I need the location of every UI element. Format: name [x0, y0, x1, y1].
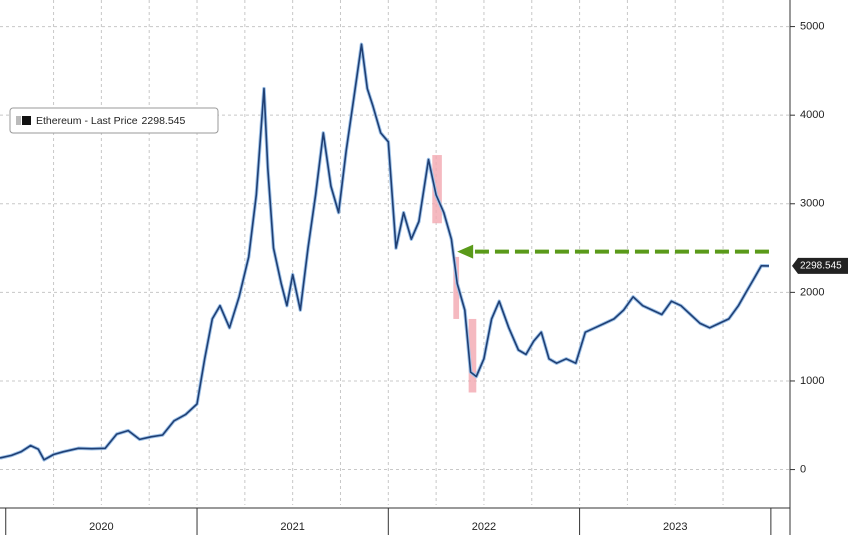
y-tick-label: 3000 [800, 198, 824, 210]
x-tick-label: 2022 [472, 521, 496, 533]
last-price-tag [792, 257, 848, 274]
highlight [432, 155, 442, 224]
x-tick-label: 2020 [89, 521, 113, 533]
y-tick-label: 5000 [800, 20, 824, 32]
legend-value: 2298.545 [142, 115, 186, 127]
y-tick-label: 2000 [800, 286, 824, 298]
x-tick-label: 2023 [663, 521, 687, 533]
legend-box [9, 107, 219, 134]
legend-name: Ethereum - Last Price [36, 115, 138, 127]
legend: Ethereum - Last Price 2298.545 [9, 107, 219, 134]
y-tick-label: 4000 [800, 109, 824, 121]
legend-swatch [16, 116, 21, 125]
legend-label: Ethereum - Last Price 2298.545 [36, 115, 186, 127]
legend-swatch [22, 116, 31, 125]
last-price-label: 2298.545 [800, 261, 842, 272]
highlight [453, 256, 460, 319]
y-tick-label: 0 [800, 463, 806, 475]
line [0, 43, 770, 461]
highlight [468, 318, 477, 393]
line-glow [0, 42, 770, 462]
y-tick-label: 1000 [800, 375, 824, 387]
arrow-head [457, 244, 474, 259]
x-tick-label: 2021 [280, 521, 304, 533]
